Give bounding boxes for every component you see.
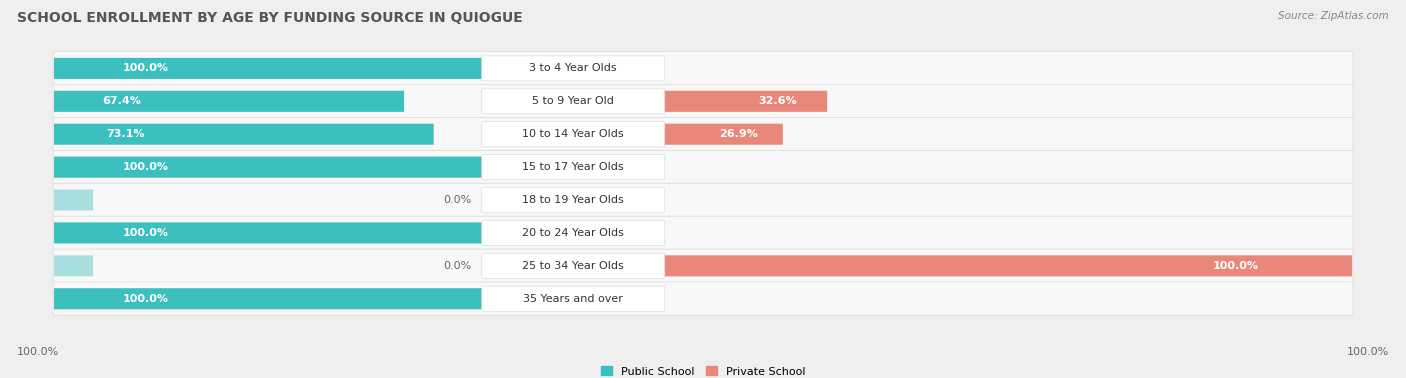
Text: 100.0%: 100.0% [1212,261,1258,271]
FancyBboxPatch shape [482,220,665,245]
FancyBboxPatch shape [53,249,1353,283]
Legend: Public School, Private School: Public School, Private School [596,362,810,378]
Text: 100.0%: 100.0% [1347,347,1389,357]
Text: 0.0%: 0.0% [444,261,472,271]
Text: SCHOOL ENROLLMENT BY AGE BY FUNDING SOURCE IN QUIOGUE: SCHOOL ENROLLMENT BY AGE BY FUNDING SOUR… [17,11,523,25]
Text: 26.9%: 26.9% [718,129,758,139]
Text: 67.4%: 67.4% [103,96,142,106]
Text: 100.0%: 100.0% [122,64,169,73]
FancyBboxPatch shape [482,56,665,81]
FancyBboxPatch shape [482,253,665,278]
FancyBboxPatch shape [574,255,1353,276]
FancyBboxPatch shape [53,118,1353,151]
Text: 25 to 34 Year Olds: 25 to 34 Year Olds [523,261,624,271]
FancyBboxPatch shape [53,255,93,276]
FancyBboxPatch shape [482,187,665,212]
FancyBboxPatch shape [53,52,1353,85]
Text: 0.0%: 0.0% [444,195,472,205]
FancyBboxPatch shape [482,286,665,311]
FancyBboxPatch shape [574,222,612,243]
FancyBboxPatch shape [53,216,1353,250]
Text: 20 to 24 Year Olds: 20 to 24 Year Olds [522,228,624,238]
Text: 100.0%: 100.0% [17,347,59,357]
FancyBboxPatch shape [482,155,665,180]
Text: 100.0%: 100.0% [122,228,169,238]
Text: 15 to 17 Year Olds: 15 to 17 Year Olds [523,162,624,172]
FancyBboxPatch shape [574,189,612,211]
FancyBboxPatch shape [574,124,783,145]
Text: 35 Years and over: 35 Years and over [523,294,623,304]
Text: 18 to 19 Year Olds: 18 to 19 Year Olds [523,195,624,205]
Text: 10 to 14 Year Olds: 10 to 14 Year Olds [523,129,624,139]
FancyBboxPatch shape [53,183,1353,217]
FancyBboxPatch shape [574,288,612,309]
FancyBboxPatch shape [53,156,574,178]
FancyBboxPatch shape [53,288,574,309]
Text: Source: ZipAtlas.com: Source: ZipAtlas.com [1278,11,1389,21]
FancyBboxPatch shape [482,89,665,114]
FancyBboxPatch shape [574,156,612,178]
Text: 0.0%: 0.0% [623,294,651,304]
FancyBboxPatch shape [53,189,93,211]
FancyBboxPatch shape [53,58,574,79]
FancyBboxPatch shape [53,124,433,145]
FancyBboxPatch shape [574,91,827,112]
Text: 0.0%: 0.0% [623,64,651,73]
Text: 0.0%: 0.0% [623,162,651,172]
Text: 73.1%: 73.1% [105,129,145,139]
Text: 3 to 4 Year Olds: 3 to 4 Year Olds [530,64,617,73]
FancyBboxPatch shape [53,282,1353,316]
Text: 0.0%: 0.0% [623,195,651,205]
FancyBboxPatch shape [53,91,404,112]
FancyBboxPatch shape [574,58,612,79]
Text: 32.6%: 32.6% [758,96,797,106]
Text: 100.0%: 100.0% [122,162,169,172]
FancyBboxPatch shape [53,222,574,243]
Text: 0.0%: 0.0% [623,228,651,238]
FancyBboxPatch shape [482,122,665,147]
FancyBboxPatch shape [53,150,1353,184]
Text: 5 to 9 Year Old: 5 to 9 Year Old [533,96,614,106]
Text: 100.0%: 100.0% [122,294,169,304]
FancyBboxPatch shape [53,85,1353,118]
